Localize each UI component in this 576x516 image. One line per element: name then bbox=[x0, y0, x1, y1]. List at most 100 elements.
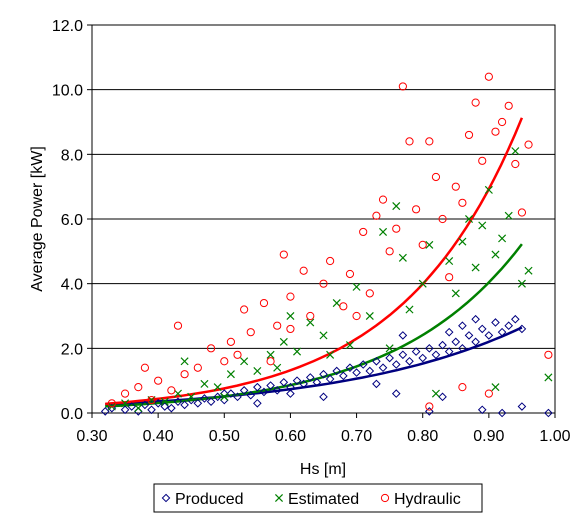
y-tick-label: 6.0 bbox=[61, 212, 83, 229]
estimated-point bbox=[511, 147, 520, 156]
hydraulic-point bbox=[392, 224, 401, 233]
hydraulic-point bbox=[431, 172, 441, 182]
produced-point bbox=[464, 331, 474, 340]
hydraulic-point bbox=[233, 350, 242, 359]
estimated-point bbox=[392, 202, 401, 211]
hydraulic-point bbox=[173, 321, 183, 330]
hydraulic-point bbox=[345, 269, 355, 279]
estimated-point bbox=[253, 366, 262, 375]
data-points bbox=[100, 72, 553, 418]
hydraulic-point bbox=[365, 289, 374, 298]
hydraulic-point bbox=[412, 205, 421, 214]
produced-point bbox=[471, 314, 480, 324]
estimated-point bbox=[266, 350, 275, 359]
produced-point bbox=[325, 374, 335, 384]
produced-point bbox=[213, 392, 222, 402]
hydraulic-point bbox=[445, 273, 454, 282]
hydraulic-point bbox=[359, 227, 368, 237]
produced-point bbox=[153, 398, 163, 408]
hydraulic-point bbox=[339, 302, 348, 311]
produced-point bbox=[226, 389, 236, 398]
produced-point bbox=[411, 347, 421, 356]
produced-point bbox=[147, 405, 156, 415]
hydraulic-point bbox=[266, 357, 275, 366]
produced-point bbox=[405, 356, 414, 366]
x-tick-label: 0.30 bbox=[76, 428, 107, 445]
produced-point bbox=[451, 337, 461, 347]
y-tick-label: 0.0 bbox=[61, 406, 83, 423]
produced-point bbox=[477, 324, 487, 334]
estimated-point bbox=[524, 266, 533, 275]
hydraulic-point bbox=[484, 72, 493, 81]
estimated-point bbox=[445, 257, 454, 266]
produced-point bbox=[504, 321, 514, 331]
hydraulic-point bbox=[259, 298, 269, 308]
estimated-point bbox=[200, 379, 209, 388]
hydraulic-point bbox=[226, 337, 235, 346]
hydraulic-point bbox=[425, 402, 434, 411]
hydraulic-point bbox=[140, 363, 150, 372]
x-tick-label: 0.50 bbox=[209, 428, 240, 445]
hydraulic-point bbox=[352, 311, 361, 321]
produced-point bbox=[484, 331, 494, 340]
hydraulic-point bbox=[504, 101, 513, 110]
estimated-point bbox=[431, 389, 440, 398]
estimated-point bbox=[273, 363, 282, 372]
produced-point bbox=[259, 387, 269, 397]
produced-point bbox=[425, 407, 434, 416]
produced-point bbox=[286, 389, 295, 398]
y-tick-label: 4.0 bbox=[61, 277, 83, 294]
hydraulic-point bbox=[438, 214, 447, 224]
estimated-point bbox=[187, 392, 196, 401]
produced-point bbox=[438, 392, 447, 402]
produced-point bbox=[431, 350, 441, 360]
hydraulic-point bbox=[471, 98, 480, 107]
hydraulic-point bbox=[464, 130, 474, 140]
estimated-point bbox=[180, 357, 189, 366]
produced-point bbox=[305, 373, 315, 382]
produced-point bbox=[517, 324, 527, 334]
produced-point bbox=[345, 363, 355, 373]
hydraulic-point bbox=[372, 211, 381, 220]
produced-point bbox=[100, 407, 110, 416]
hydraulic-point bbox=[497, 117, 507, 127]
estimated-point bbox=[491, 250, 500, 259]
estimated-point bbox=[226, 370, 235, 379]
hydraulic-point bbox=[167, 386, 176, 395]
hydraulic-point bbox=[273, 321, 282, 330]
hydraulic-point bbox=[478, 156, 487, 165]
hydraulic-point bbox=[306, 311, 315, 321]
estimated-point bbox=[173, 389, 183, 398]
produced-point bbox=[140, 400, 150, 410]
produced-point bbox=[385, 353, 394, 363]
produced-point bbox=[398, 331, 408, 340]
legend-label-hydraulic: Hydraulic bbox=[394, 491, 461, 508]
estimated-point bbox=[471, 263, 480, 272]
produced-point bbox=[239, 386, 249, 395]
legend-items: Produced Estimated Hydraulic bbox=[161, 491, 461, 508]
produced-point bbox=[358, 360, 368, 369]
estimated-point bbox=[484, 185, 493, 194]
hydraulic-point bbox=[107, 399, 116, 408]
estimated-point bbox=[121, 399, 130, 408]
y-tick-label: 12.0 bbox=[52, 18, 83, 35]
estimated-point bbox=[134, 404, 143, 413]
produced-point bbox=[391, 389, 401, 398]
produced-point bbox=[167, 403, 176, 413]
estimated-point bbox=[319, 331, 328, 340]
hydraulic-point bbox=[299, 266, 308, 275]
estimated-point bbox=[279, 337, 288, 346]
hydraulic-point bbox=[458, 383, 467, 392]
produced-point bbox=[107, 403, 117, 413]
series-estimated bbox=[107, 147, 553, 413]
hydraulic-point bbox=[385, 247, 394, 256]
produced-point bbox=[444, 327, 454, 337]
produced-point bbox=[332, 366, 342, 376]
hydraulic-point bbox=[206, 344, 216, 353]
hydraulic-point bbox=[147, 395, 156, 405]
estimated-point bbox=[293, 347, 302, 356]
estimated-point bbox=[517, 279, 526, 288]
hydraulic-point bbox=[220, 357, 229, 366]
estimated-point bbox=[504, 211, 513, 220]
